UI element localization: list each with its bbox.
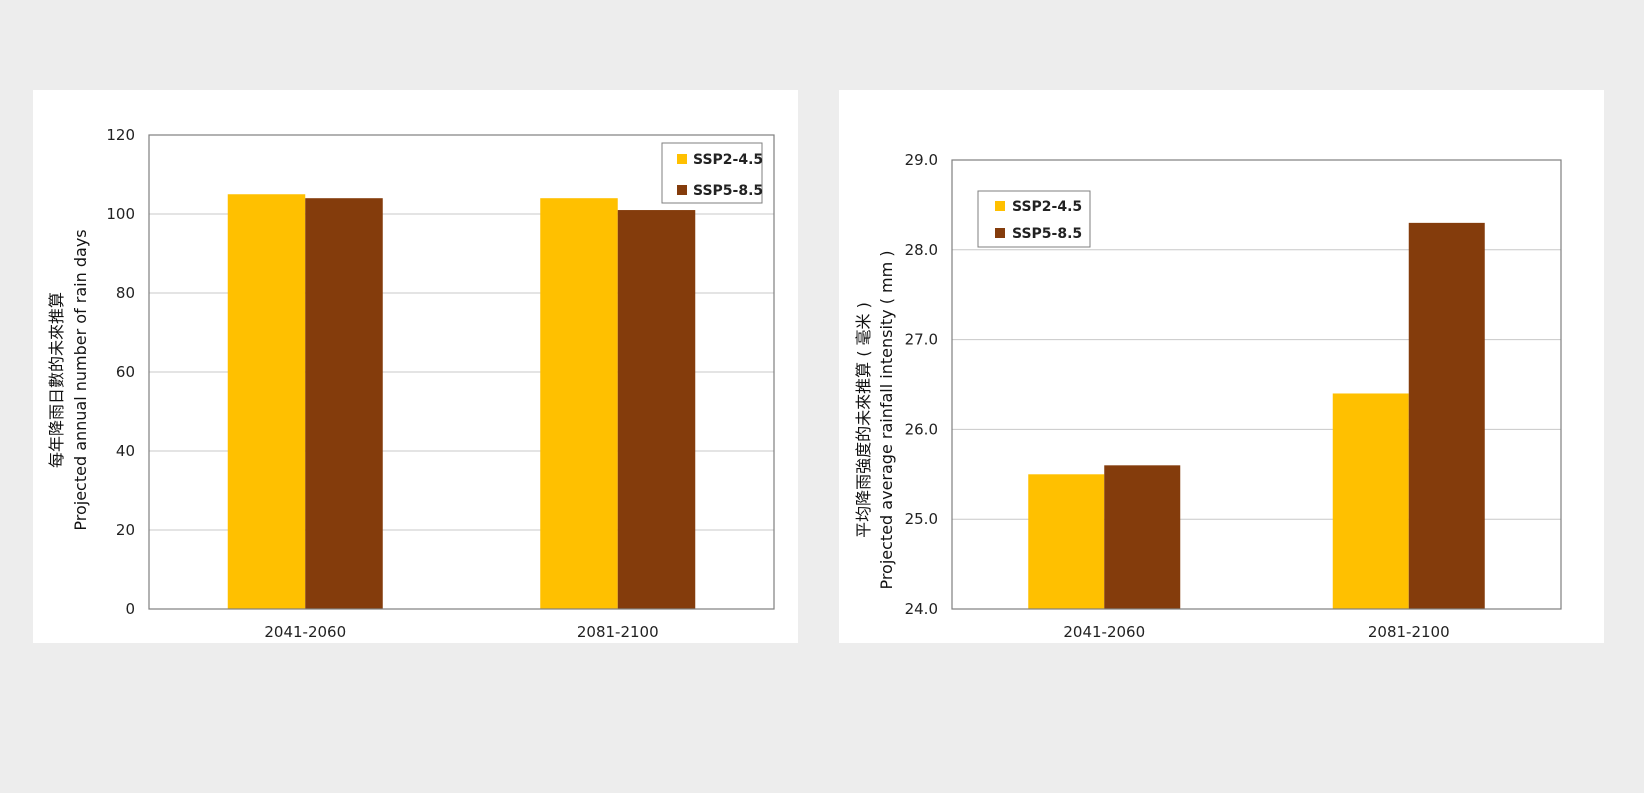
legend-label-ssp585: SSP5-8.5: [1012, 226, 1082, 242]
y-tick-label: 26.0: [905, 420, 938, 438]
legend-swatch-ssp585: [677, 185, 687, 195]
bar-ssp2-4-5-2081-2100: [1332, 393, 1409, 609]
x-tick-label: 2081-2100: [577, 623, 659, 641]
x-tick-label: 2041-2060: [264, 623, 346, 641]
y-tick-label: 24.0: [905, 600, 938, 618]
x-tick-label: 2041-2060: [1063, 623, 1145, 641]
y-tick-label: 20: [116, 521, 135, 539]
y-tick-label: 120: [106, 126, 135, 144]
bar-ssp5-8-5-2081-2100: [617, 210, 696, 610]
rainfall-intensity-chart-panel: 24.0 25.0 26.0 27.0 28.0 29.0 2041-2060 2081-2…: [839, 90, 1604, 643]
y-axis-label-chinese: 平均降雨強度的未來推算 ( 毫米 ): [854, 302, 873, 538]
legend-swatch-ssp585: [995, 228, 1005, 238]
rainfall-intensity-chart: 24.0 25.0 26.0 27.0 28.0 29.0 2041-2060 2081-2…: [854, 151, 1562, 641]
y-axis-label-chinese: 每年降雨日數的未來推算: [47, 292, 66, 468]
legend-swatch-ssp245: [995, 201, 1005, 211]
y-tick-label: 29.0: [905, 151, 938, 169]
y-tick-label: 25.0: [905, 510, 938, 528]
y-tick-label: 100: [106, 205, 135, 223]
y-axis-label-english: Projected average rainfall intensity ( m…: [877, 250, 896, 589]
legend: SSP2-4.5 SSP5-8.5: [661, 142, 763, 204]
rain-days-chart-panel: 0 20 40 60 80 100 120 2041-2060 2081-2100 每年降雨日…: [33, 90, 798, 643]
x-tick-label: 2081-2100: [1368, 623, 1450, 641]
bar-ssp5-8-5-2041-2060: [1104, 465, 1181, 609]
y-tick-label: 0: [125, 600, 135, 618]
legend-swatch-ssp245: [677, 154, 687, 164]
y-tick-label: 27.0: [905, 331, 938, 349]
plot-area-frame: [951, 159, 1562, 610]
legend-label-ssp245: SSP2-4.5: [693, 152, 763, 168]
bar-ssp5-8-5-2041-2060: [305, 198, 383, 609]
rain-days-chart: 0 20 40 60 80 100 120 2041-2060 2081-2100 每年降雨日…: [47, 126, 775, 641]
y-tick-label: 28.0: [905, 241, 938, 259]
bar-ssp2-4-5-2041-2060: [227, 194, 306, 609]
y-tick-label: 80: [116, 284, 135, 302]
plot-area-frame: [148, 134, 775, 610]
legend: SSP2-4.5 SSP5-8.5: [977, 190, 1091, 248]
bar-ssp5-8-5-2081-2100: [1408, 222, 1485, 610]
legend-label-ssp245: SSP2-4.5: [1012, 199, 1082, 215]
y-tick-label: 40: [116, 442, 135, 460]
bar-ssp2-4-5-2081-2100: [540, 198, 618, 609]
legend-label-ssp585: SSP5-8.5: [693, 183, 763, 199]
bar-ssp2-4-5-2041-2060: [1028, 474, 1105, 609]
y-axis-label-english: Projected annual number of rain days: [71, 229, 90, 530]
y-tick-label: 60: [116, 363, 135, 381]
